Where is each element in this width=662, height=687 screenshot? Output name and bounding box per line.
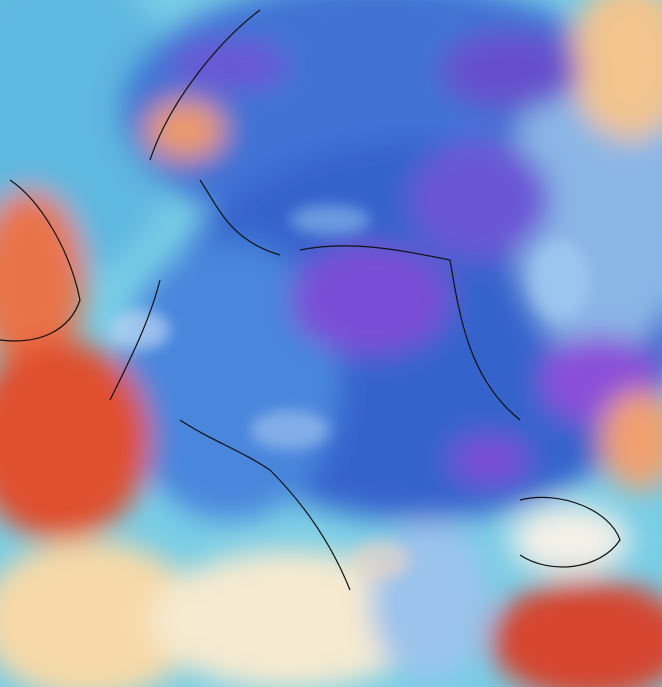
- very-cold-core: [170, 40, 290, 90]
- warm-area: [145, 100, 225, 160]
- warm-area: [570, 0, 662, 140]
- very-cold-core: [290, 245, 450, 355]
- texture-patch: [350, 540, 410, 580]
- warm-area: [0, 540, 200, 687]
- borders: [0, 9, 621, 591]
- warm-area: [600, 390, 662, 490]
- texture-patch: [110, 310, 170, 350]
- very-cold-core: [440, 30, 580, 110]
- black-sea: [510, 505, 630, 575]
- border-line: [109, 9, 521, 591]
- cold-area: [120, 240, 340, 520]
- very-cold-core: [450, 435, 530, 485]
- warm-area: [0, 340, 150, 540]
- very-cold-core: [410, 140, 550, 260]
- coastline: [0, 179, 81, 342]
- texture-patch: [250, 410, 330, 450]
- coastline: [519, 496, 621, 568]
- warm-area: [490, 580, 662, 687]
- texture: [110, 205, 590, 580]
- mediterranean: [150, 550, 430, 687]
- texture-patch: [530, 240, 590, 320]
- texture-patch: [290, 205, 370, 235]
